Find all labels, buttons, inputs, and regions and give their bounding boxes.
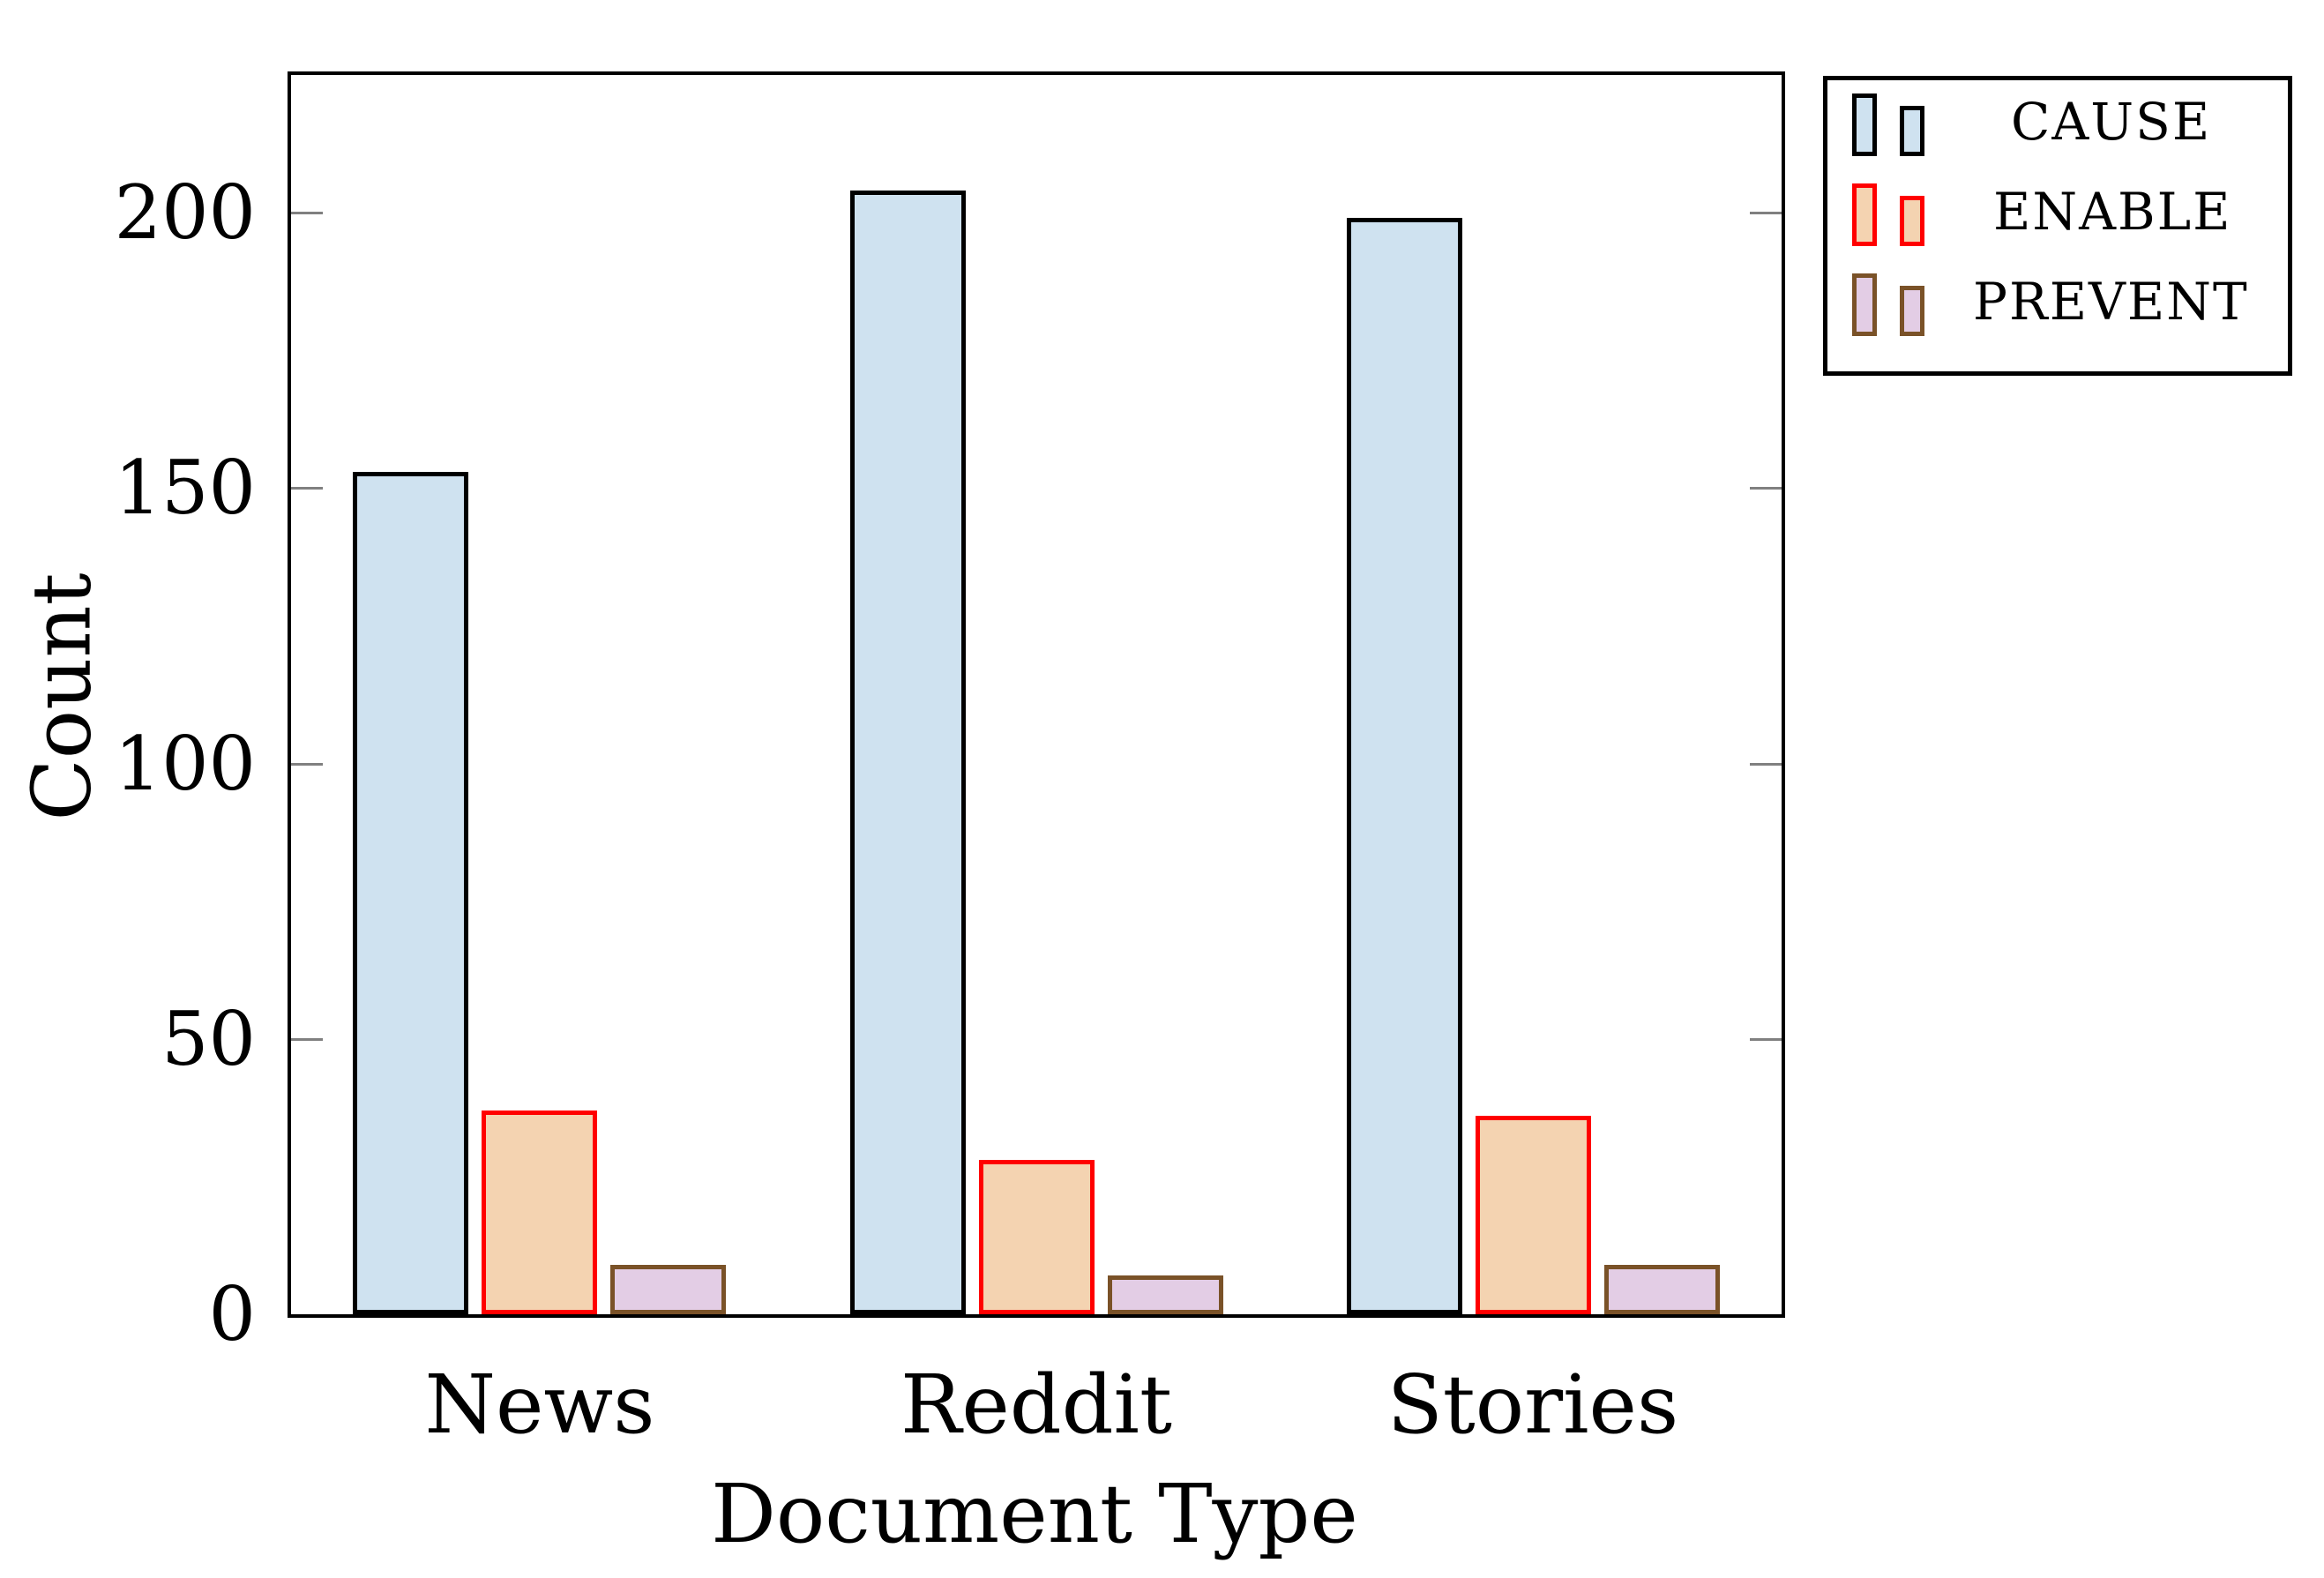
y-tick-label-0: 0: [208, 1271, 256, 1357]
enable-swatch-icon: [1900, 196, 1924, 246]
bar-enable-reddit: [979, 1160, 1095, 1314]
bar-enable-stories: [1476, 1116, 1591, 1314]
bar-prevent-reddit: [1108, 1275, 1223, 1314]
enable-swatch-icon: [1852, 183, 1877, 246]
y-tick-label-50: 50: [161, 996, 256, 1082]
prevent-swatch-icon: [1852, 273, 1877, 336]
x-tick-label-news: News: [424, 1357, 655, 1452]
legend-item-cause: CAUSE: [1852, 87, 2279, 156]
prevent-swatch-icon: [1900, 286, 1924, 336]
bar-cause-stories: [1347, 218, 1462, 1314]
bar-cause-reddit: [850, 191, 966, 1314]
y-tick-mark-left-50: [291, 1038, 323, 1041]
y-tick-mark-right-150: [1750, 487, 1782, 490]
bar-cause-news: [353, 472, 468, 1314]
x-axis-title: Document Type: [711, 1467, 1358, 1561]
legend-label-enable: ENABLE: [1993, 182, 2232, 242]
legend-label-cause: CAUSE: [2011, 92, 2212, 152]
legend-item-prevent: PREVENT: [1852, 267, 2279, 336]
y-tick-mark-right-50: [1750, 1038, 1782, 1041]
legend-item-enable: ENABLE: [1852, 177, 2279, 246]
cause-swatch-icon: [1852, 93, 1877, 156]
cause-swatch-icon: [1900, 106, 1924, 156]
legend-label-prevent: PREVENT: [1973, 272, 2249, 332]
y-tick-label-100: 100: [114, 721, 256, 807]
legend: CAUSE ENABLE PREVENT: [1823, 76, 2292, 376]
bar-prevent-stories: [1604, 1265, 1720, 1314]
x-tick-label-reddit: Reddit: [900, 1357, 1172, 1452]
y-tick-mark-right-100: [1750, 763, 1782, 766]
bar-enable-news: [482, 1111, 597, 1314]
y-tick-label-200: 200: [114, 169, 256, 256]
plot-area: [288, 71, 1785, 1318]
x-tick-label-stories: Stories: [1386, 1357, 1679, 1452]
y-tick-mark-left-100: [291, 763, 323, 766]
y-tick-mark-left-150: [291, 487, 323, 490]
y-tick-label-150: 150: [114, 445, 256, 531]
bar-prevent-news: [610, 1265, 726, 1314]
y-tick-mark-left-200: [291, 212, 323, 214]
y-tick-mark-right-200: [1750, 212, 1782, 214]
